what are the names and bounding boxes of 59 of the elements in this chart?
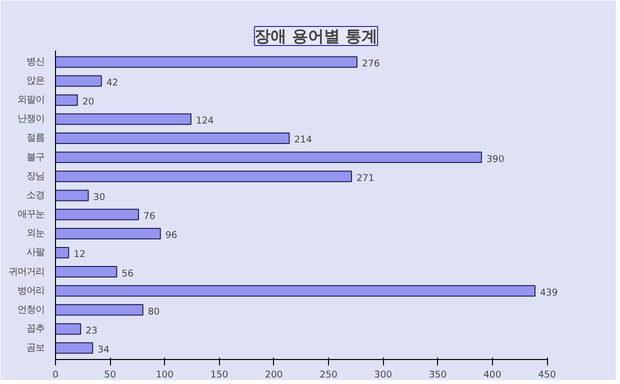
x-tick-label: 300	[374, 370, 392, 380]
bar	[56, 170, 352, 182]
data-label: 80	[148, 306, 160, 318]
x-tick-label: 100	[156, 370, 174, 380]
x-tick-label: 250	[320, 370, 338, 380]
data-label: 390	[486, 154, 504, 165]
y-tick-label: 절름	[26, 132, 44, 144]
y-tick-label: 불구	[26, 152, 44, 163]
bar	[56, 342, 94, 354]
data-label: 20	[82, 96, 94, 108]
data-label: 214	[294, 134, 312, 146]
y-tick-label: 소경	[26, 190, 44, 201]
x-tick-label: 350	[428, 370, 447, 380]
bar	[56, 304, 144, 316]
data-label: 124	[196, 116, 214, 127]
bar	[56, 285, 536, 297]
bar	[56, 323, 82, 335]
x-tick-label: 150	[210, 370, 228, 380]
bar	[56, 75, 102, 87]
y-tick-label: 난쟁이	[18, 114, 44, 125]
data-label: 276	[362, 58, 380, 70]
y-tick-label: 벙어리	[18, 285, 44, 296]
data-label: 76	[144, 211, 156, 222]
data-label: 271	[356, 172, 374, 184]
y-tick-label: 앉은	[26, 76, 44, 87]
bar	[56, 208, 140, 220]
data-label: 42	[106, 78, 118, 89]
data-label: 23	[86, 325, 98, 336]
data-label: 56	[122, 268, 134, 280]
bar	[56, 113, 192, 125]
data-label: 12	[74, 249, 86, 260]
x-tick-label: 450	[538, 370, 556, 380]
data-label: 439	[540, 287, 558, 298]
y-tick-label: 애꾸눈	[18, 209, 44, 220]
x-tick-label: 0	[52, 370, 59, 380]
bar	[56, 56, 358, 68]
y-tick-label: 장님	[26, 170, 44, 182]
bar	[56, 132, 290, 144]
x-tick-label: 200	[265, 370, 283, 380]
bar	[56, 190, 89, 202]
chart-title: 장애 용어별 통계	[254, 26, 378, 46]
bar	[56, 152, 482, 164]
y-tick-label: 꼽추	[26, 323, 44, 334]
bar	[56, 246, 70, 258]
y-tick-label: 사팔	[26, 247, 44, 258]
data-label: 34	[98, 344, 110, 356]
y-tick-label: 곰보	[26, 342, 44, 354]
y-tick-label: 병신	[26, 56, 44, 68]
data-label: 96	[165, 230, 178, 242]
bar	[56, 228, 161, 240]
bar	[56, 94, 78, 106]
x-tick-label: 400	[483, 370, 502, 380]
y-tick-label: 외팔이	[18, 94, 44, 106]
x-tick-label: 50	[104, 370, 116, 380]
y-tick-label: 외눈	[26, 228, 44, 240]
data-label: 30	[93, 192, 106, 203]
y-tick-label: 귀머거리	[8, 266, 44, 278]
y-tick-label: 언청이	[18, 304, 44, 316]
bar	[56, 266, 118, 278]
